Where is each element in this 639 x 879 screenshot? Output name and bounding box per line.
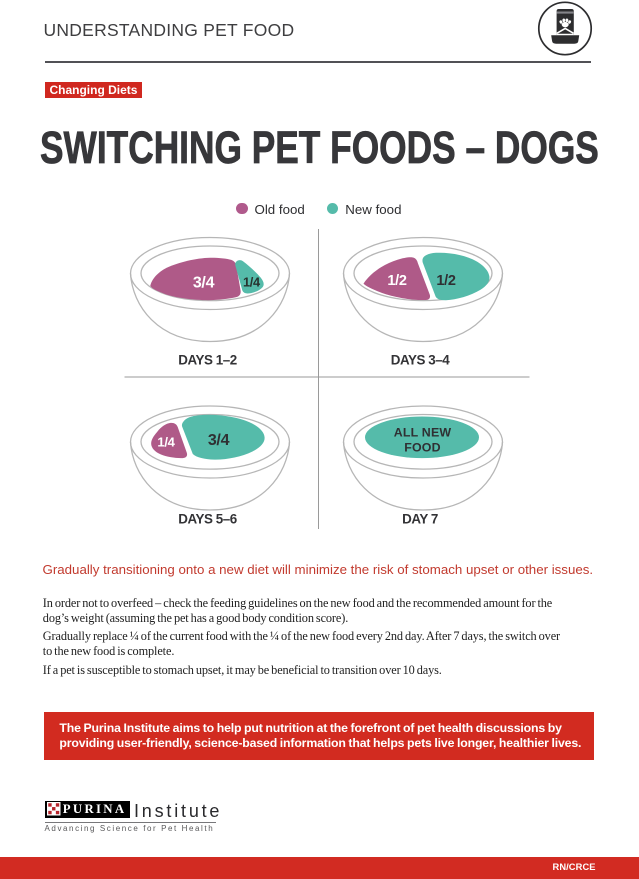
svg-text:DAYS 5–6: DAYS 5–6 xyxy=(178,512,236,527)
svg-text:3/4: 3/4 xyxy=(208,432,230,449)
svg-text:1/4: 1/4 xyxy=(157,434,175,449)
svg-text:FOOD: FOOD xyxy=(404,441,441,455)
svg-text:DAYS 1–2: DAYS 1–2 xyxy=(178,353,236,368)
svg-text:1/2: 1/2 xyxy=(436,273,455,289)
svg-text:1/4: 1/4 xyxy=(243,275,261,290)
svg-text:3/4: 3/4 xyxy=(193,275,215,292)
svg-text:ALL NEW: ALL NEW xyxy=(394,426,452,440)
svg-text:DAY 7: DAY 7 xyxy=(402,512,438,527)
svg-text:DAYS 3–4: DAYS 3–4 xyxy=(391,353,450,368)
svg-text:1/2: 1/2 xyxy=(387,273,406,289)
